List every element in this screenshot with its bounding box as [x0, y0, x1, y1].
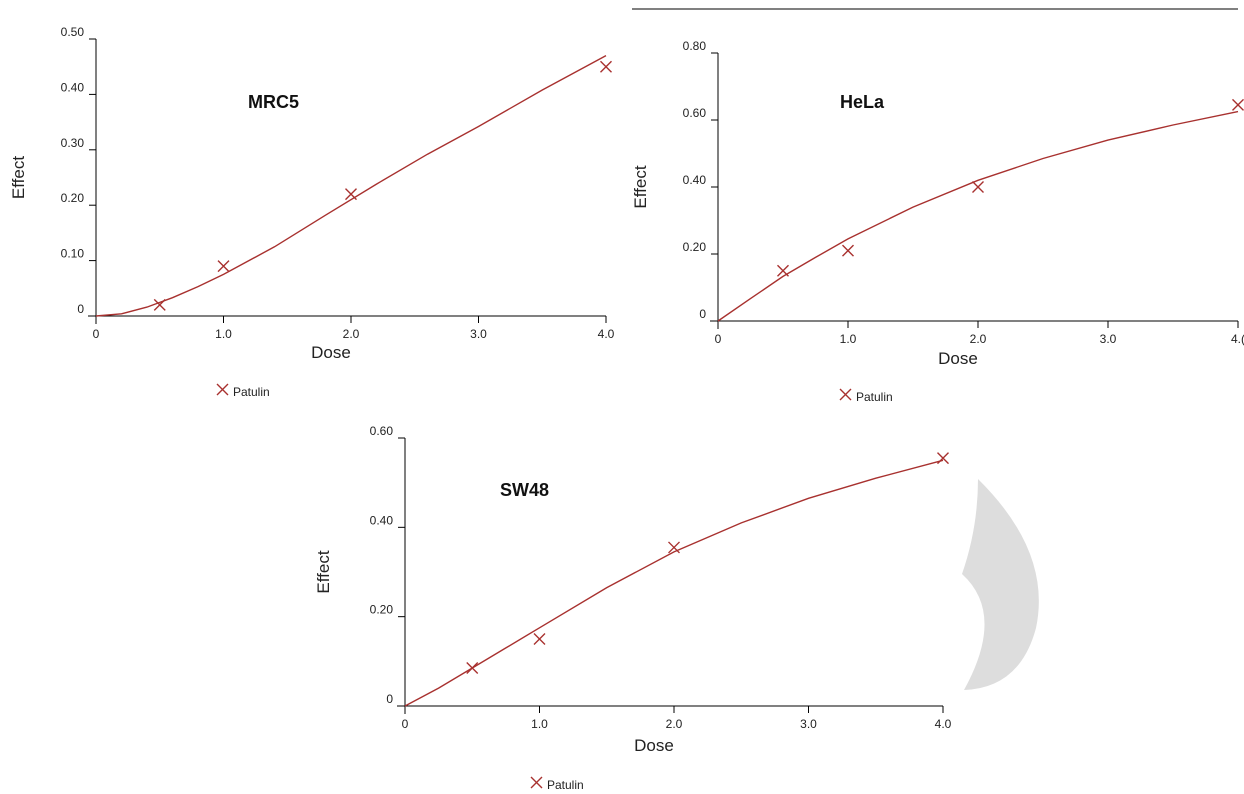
legend-label: Patulin [547, 778, 584, 792]
legend-label: Patulin [233, 385, 270, 399]
chart-panel-2: 0 0.20 0.40 0.60 0 1.0 2.0 3.0 4.0 Dose Effect SW48… [314, 424, 952, 792]
y-tick-label: 0 [77, 302, 84, 316]
data-point [842, 244, 854, 257]
data-point [1232, 98, 1244, 111]
x-tick-label: 2.0 [343, 327, 360, 341]
panel-title: SW48 [500, 480, 549, 500]
data-point [668, 541, 680, 554]
x-tick-label: 2.0 [970, 332, 987, 346]
y-axis-title: Effect [9, 156, 28, 199]
x-tick-label: 1.0 [215, 327, 232, 341]
legend-marker-icon [216, 383, 229, 396]
data-point [345, 188, 357, 201]
data-point [533, 633, 546, 645]
legend-label: Patulin [856, 390, 893, 404]
legend: Patulin [839, 388, 893, 404]
x-tick-label: 1.0 [531, 717, 548, 731]
panel-title: MRC5 [248, 92, 299, 112]
fitted-curve [95, 54, 607, 317]
legend: Patulin [530, 776, 584, 792]
chart-panels: 0 0.10 0.20 0.30 0.40 0.50 0 1.0 2.0 3.0 4.0 Dose Ef… [9, 25, 1244, 792]
y-axis-title: Effect [314, 550, 333, 593]
legend-marker-icon [839, 388, 852, 401]
y-tick-label: 0.80 [683, 39, 707, 53]
x-tick-label: 4.0 [598, 327, 615, 341]
x-axis-title: Dose [938, 349, 978, 368]
x-axis-title: Dose [311, 343, 351, 362]
y-tick-label: 0.40 [370, 513, 394, 527]
y-tick-label: 0.20 [61, 191, 85, 205]
chart-panel-1: 0 0.20 0.40 0.60 0.80 0 1.0 2.0 3.0 4.( Dose Effect… [631, 39, 1244, 404]
y-tick-label: 0.20 [370, 603, 394, 617]
legend-marker-icon [530, 776, 543, 789]
legend: Patulin [216, 383, 270, 399]
fitted-curve [717, 110, 1239, 322]
watermark-crescent-icon [962, 479, 1039, 690]
y-tick-label: 0 [699, 307, 706, 321]
fitted-curve [404, 459, 944, 707]
x-tick-label: 2.0 [666, 717, 683, 731]
data-point [937, 452, 949, 465]
x-tick-label: 3.0 [800, 717, 817, 731]
data-point [600, 60, 612, 73]
x-tick-label: 3.0 [1100, 332, 1117, 346]
x-tick-label: 4.( [1231, 332, 1244, 346]
data-point [466, 662, 479, 675]
x-tick-label: 1.0 [840, 332, 857, 346]
chart-panel-0: 0 0.10 0.20 0.30 0.40 0.50 0 1.0 2.0 3.0 4.0 Dose Ef… [9, 25, 615, 399]
x-tick-label: 3.0 [470, 327, 487, 341]
panel-title: HeLa [840, 92, 885, 112]
y-tick-label: 0.20 [683, 240, 707, 254]
data-point [972, 181, 984, 193]
y-tick-label: 0.30 [61, 136, 85, 150]
y-tick-label: 0.40 [61, 80, 85, 94]
data-point [217, 260, 230, 273]
y-tick-label: 0.60 [370, 424, 394, 438]
x-axis-title: Dose [634, 736, 674, 755]
x-tick-label: 4.0 [935, 717, 952, 731]
y-tick-label: 0.60 [683, 106, 707, 120]
data-point [153, 298, 166, 311]
y-tick-label: 0 [386, 692, 393, 706]
data-point [777, 264, 789, 277]
y-axis-title: Effect [631, 165, 650, 208]
y-tick-label: 0.40 [683, 173, 707, 187]
y-tick-label: 0.50 [61, 25, 85, 39]
x-tick-label: 0 [93, 327, 100, 341]
x-tick-label: 0 [715, 332, 722, 346]
y-tick-label: 0.10 [61, 247, 85, 261]
x-tick-label: 0 [402, 717, 409, 731]
